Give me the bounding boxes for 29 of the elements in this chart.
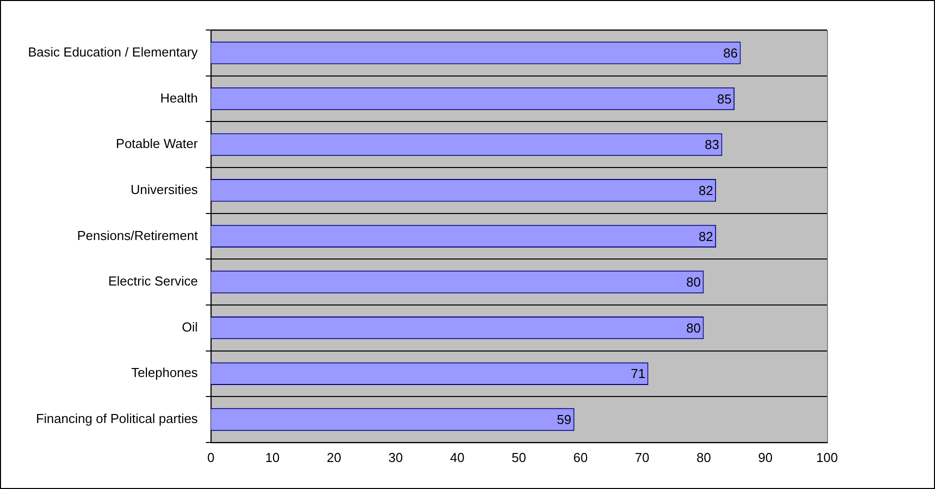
x-tick-label: 60 [573,450,588,465]
data-label: 71 [630,366,646,382]
y-tick-label: Pensions/Retirement [77,228,198,243]
x-tick-label: 30 [388,450,403,465]
data-label: 80 [686,274,701,290]
x-tick-label: 0 [207,450,214,465]
data-label: 85 [717,91,732,106]
y-tick-label: Potable Water [116,136,198,152]
data-label: 82 [698,182,714,198]
data-label: 86 [723,45,738,60]
x-tick-label: 80 [696,450,711,465]
x-tick-label: 40 [450,450,465,465]
x-tick-label: 70 [634,450,650,465]
data-label: 83 [704,137,720,152]
y-tick-label: Financing of Political parties [36,411,198,426]
data-label: 80 [686,320,701,336]
x-tick-label: 90 [758,450,773,465]
data-label: 82 [698,228,714,244]
x-tick-label: 100 [816,450,838,465]
x-tick-label: 20 [326,450,342,465]
y-tick-label: Telephones [131,365,198,380]
x-tick-label: 50 [512,450,526,465]
y-tick-label: Basic Education / Elementary [28,44,198,60]
y-tick-label: Universities [130,182,198,197]
y-tick-label: Oil [182,319,198,334]
y-tick-label: Health [160,90,198,106]
x-tick-label: 10 [265,450,280,465]
data-label: 59 [556,412,572,428]
y-tick-label: Electric Service [108,274,198,289]
